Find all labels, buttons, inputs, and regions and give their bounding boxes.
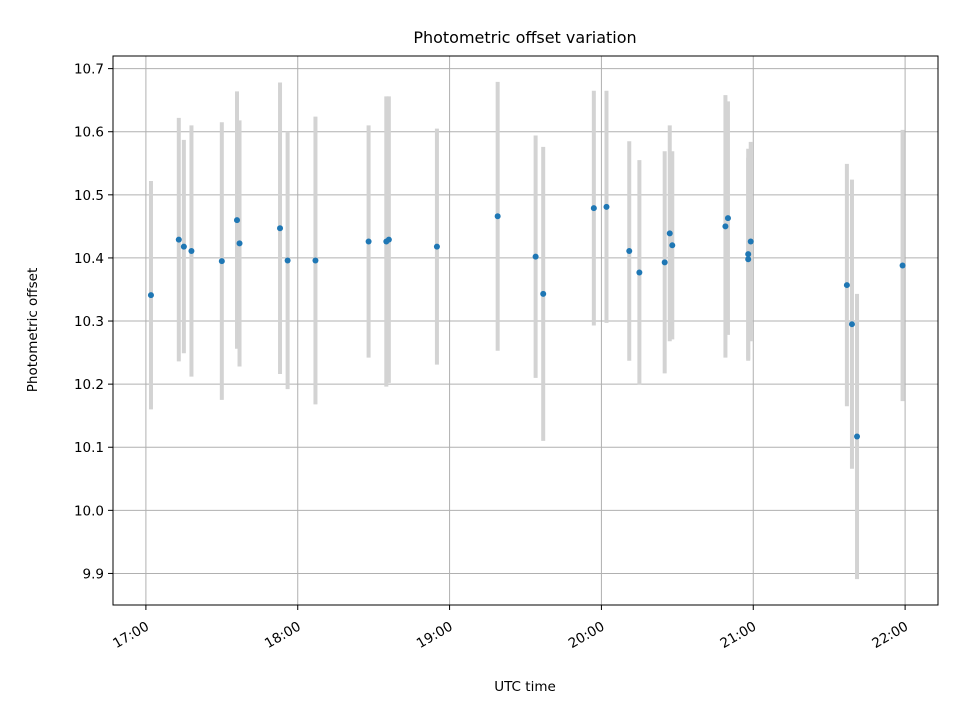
data-point: [181, 244, 187, 250]
data-point: [219, 258, 225, 264]
data-point: [636, 269, 642, 275]
data-point: [725, 215, 731, 221]
y-tick-label: 10.5: [74, 188, 104, 204]
data-point: [849, 321, 855, 327]
data-point: [176, 237, 182, 243]
data-point: [148, 292, 154, 298]
data-point: [495, 213, 501, 219]
y-tick-label: 10.7: [74, 62, 104, 78]
data-point: [745, 256, 751, 262]
data-point: [722, 223, 728, 229]
data-point: [603, 204, 609, 210]
data-point: [533, 254, 539, 260]
y-axis-label: Photometric offset: [25, 268, 41, 392]
data-point: [667, 230, 673, 236]
y-tick-label: 10.1: [74, 440, 104, 456]
data-point: [662, 259, 668, 265]
y-tick-label: 10.3: [74, 314, 104, 330]
data-point: [900, 263, 906, 269]
data-point: [669, 242, 675, 248]
data-point: [386, 237, 392, 243]
data-point: [854, 434, 860, 440]
y-tick-label: 10.6: [74, 125, 104, 141]
data-point: [626, 248, 632, 254]
data-point: [748, 239, 754, 245]
x-axis-label: UTC time: [494, 679, 556, 695]
data-point: [277, 225, 283, 231]
y-tick-label: 10.2: [74, 377, 104, 393]
data-point: [434, 244, 440, 250]
data-point: [366, 239, 372, 245]
data-point: [188, 248, 194, 254]
y-tick-label: 10.4: [74, 251, 104, 267]
data-point: [234, 217, 240, 223]
data-point: [312, 257, 318, 263]
data-point: [591, 205, 597, 211]
data-point: [540, 291, 546, 297]
y-tick-label: 9.9: [83, 566, 104, 582]
data-point: [285, 257, 291, 263]
y-tick-label: 10.0: [74, 503, 104, 519]
chart-title: Photometric offset variation: [413, 28, 636, 47]
data-point: [237, 240, 243, 246]
data-point: [844, 282, 850, 288]
